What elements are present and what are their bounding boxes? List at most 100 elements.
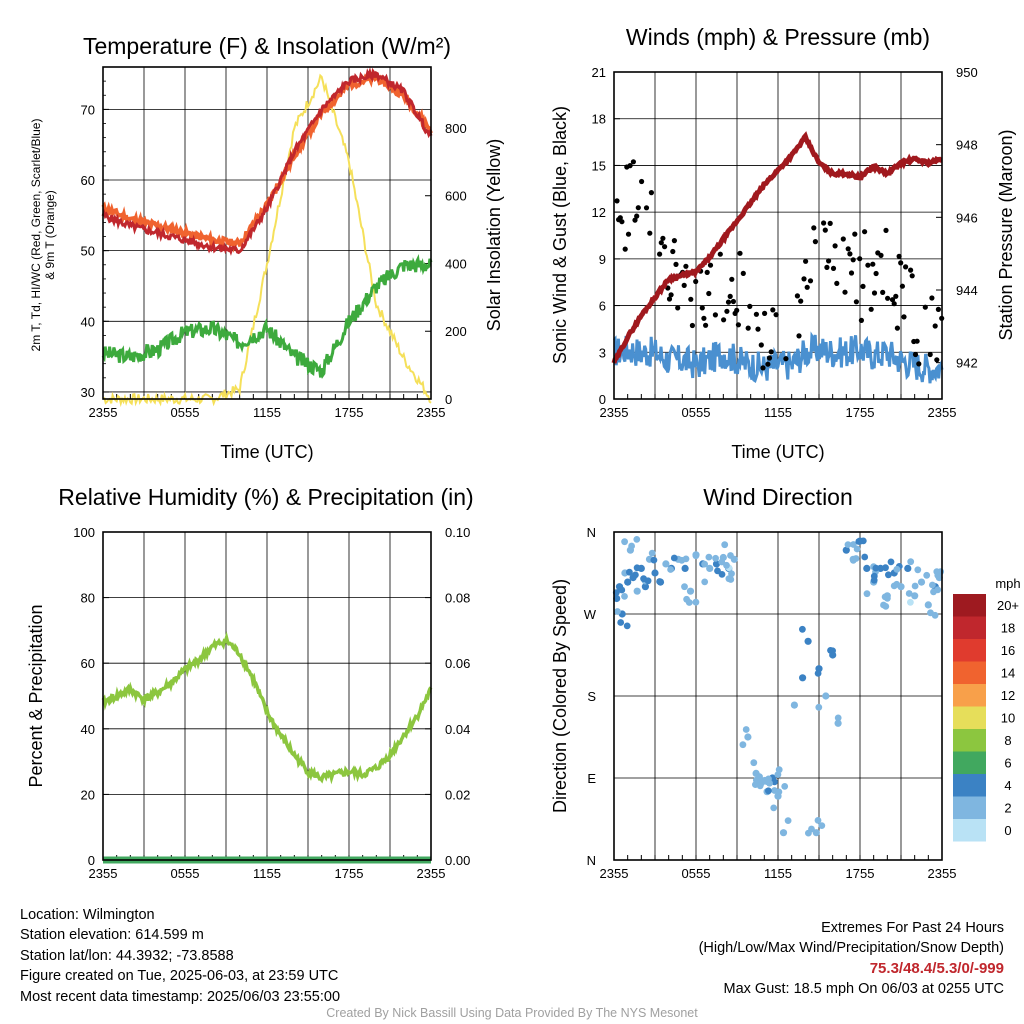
- sonic-wind-line: [612, 331, 944, 384]
- wind-direction-point: [924, 601, 932, 609]
- temp-9m-line: [101, 71, 433, 253]
- wind-direction-point: [784, 817, 792, 824]
- wind-x-tick-label: 1755: [846, 405, 875, 420]
- wind-direction-point: [863, 590, 871, 598]
- wind-direction-point: [701, 578, 709, 586]
- wind-direction-point: [614, 608, 621, 615]
- wind-direction-point: [712, 554, 719, 562]
- gust-point: [634, 213, 640, 219]
- gust-point: [630, 159, 637, 165]
- gust-point: [908, 267, 914, 273]
- station-latlon: Station lat/lon: 44.3932; -73.8588: [20, 947, 234, 964]
- legend-swatch: [953, 796, 986, 819]
- wind-y-right-tick-label: 944: [956, 283, 978, 298]
- wind-direction-point: [613, 594, 621, 603]
- extremes-subtitle: (High/Low/Max Wind/Precipitation/Snow De…: [698, 940, 1004, 957]
- gust-point: [889, 297, 896, 303]
- legend-label: 6: [1004, 756, 1011, 771]
- extremes-info: Extremes For Past 24 Hours (High/Low/Max…: [699, 918, 1004, 1000]
- wind-direction-point: [624, 578, 632, 586]
- gust-point: [648, 190, 655, 196]
- wind-direction-point: [887, 558, 895, 566]
- dir-x-tick-label: 2355: [928, 866, 957, 881]
- wind-direction-point: [718, 558, 726, 566]
- dir-x-tick-label: 1155: [764, 866, 792, 881]
- gust-point: [909, 273, 915, 279]
- gust-point: [643, 205, 650, 211]
- gust-point: [827, 220, 833, 226]
- gust-point: [885, 295, 891, 301]
- gust-point: [639, 178, 645, 185]
- gust-point: [873, 270, 879, 277]
- gust-point: [894, 325, 901, 331]
- gust-point: [783, 356, 789, 362]
- gust-point: [880, 289, 886, 295]
- rh-y-tick-label: 100: [73, 525, 95, 540]
- gust-point: [932, 323, 938, 329]
- gust-point: [712, 312, 719, 318]
- legend-label: 18: [1001, 621, 1015, 636]
- max-gust: Max Gust: 18.5 mph On 06/03 at 0255 UTC: [723, 981, 1004, 998]
- wind-x-tick-label: 2355: [600, 405, 629, 420]
- gust-point: [737, 250, 743, 256]
- wind-direction-point: [885, 571, 892, 579]
- wind-direction-point: [779, 829, 788, 837]
- gust-point: [681, 282, 687, 288]
- gust-point: [891, 301, 897, 307]
- temp-x-label: Time (UTC): [220, 442, 313, 462]
- temp-y-right-tick-label: 400: [445, 256, 467, 271]
- wind-x-tick-label: 0555: [682, 405, 711, 420]
- gust-point: [673, 261, 679, 267]
- gust-point: [858, 317, 865, 323]
- gust-point: [934, 357, 940, 363]
- gust-point: [842, 289, 848, 295]
- dir-y-tick-label: W: [584, 607, 597, 622]
- station-info: Location: Wilmington Station elevation: …: [20, 905, 340, 1007]
- gust-point: [803, 258, 809, 264]
- wind-direction-point: [626, 568, 633, 576]
- wind-direction-point: [650, 556, 658, 564]
- wind-direction-point: [775, 788, 783, 796]
- wind-direction-point: [842, 546, 850, 554]
- gust-point: [727, 293, 733, 299]
- wind-direction-point: [911, 592, 919, 600]
- wind-y-tick-label: 0: [599, 392, 606, 407]
- wind-direction-point: [681, 583, 688, 591]
- legend-swatch: [953, 594, 986, 617]
- dir-y-label: Direction (Colored By Speed): [550, 579, 570, 813]
- dir-y-tick-label: N: [587, 525, 596, 540]
- rh-y-tick-label: 60: [81, 656, 95, 671]
- gust-point: [798, 298, 804, 304]
- gust-point: [721, 317, 727, 323]
- wind-direction-point: [790, 701, 799, 709]
- legend-swatch: [953, 751, 986, 774]
- gust-point: [927, 351, 933, 358]
- wind-direction-point: [799, 625, 806, 633]
- wind-direction-point: [882, 603, 890, 610]
- wind-direction-point: [725, 575, 733, 583]
- wind-y-right-tick-label: 948: [956, 138, 978, 153]
- temp-y-right-tick-label: 200: [445, 324, 467, 339]
- dir-legend-unit: mph: [995, 576, 1020, 591]
- legend-label: 2: [1004, 801, 1011, 816]
- dir-panel-title: Wind Direction: [703, 484, 853, 510]
- wind-direction-point: [633, 587, 641, 595]
- temp-panel-title: Temperature (F) & Insolation (W/m²): [83, 33, 451, 59]
- wind-direction-point: [799, 674, 807, 682]
- wind-x-label: Time (UTC): [731, 442, 824, 462]
- wind-direction-point: [861, 553, 869, 561]
- rh-frame: [102, 531, 432, 861]
- gust-point: [693, 278, 699, 285]
- wind-y-tick-label: 6: [599, 299, 606, 314]
- gust-point: [822, 227, 828, 233]
- gust-point: [734, 307, 740, 313]
- wind-direction-point: [617, 619, 625, 626]
- gust-point: [758, 342, 764, 348]
- rh-x-tick-label: 1755: [335, 866, 364, 881]
- gust-point: [796, 333, 802, 339]
- gust-point: [707, 262, 714, 268]
- wind-direction-point: [756, 782, 764, 790]
- wind-direction-point: [651, 569, 659, 577]
- wind-direction-point: [648, 549, 656, 557]
- wind-direction-point: [872, 564, 880, 572]
